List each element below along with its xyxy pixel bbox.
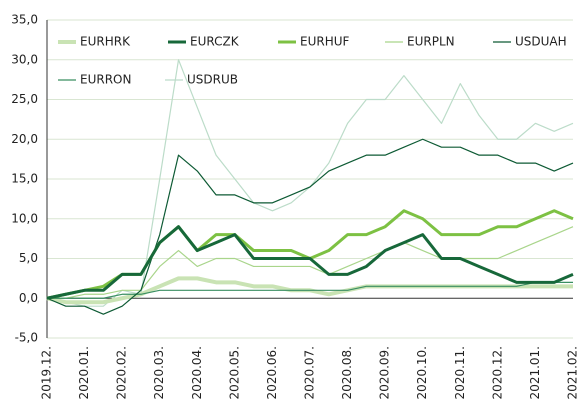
y-tick-label: 0,0 [19,291,38,305]
legend-label: USDRUB [187,73,238,87]
x-tick-label: 2020.02. [115,346,129,399]
x-tick-label: 2020.01. [77,346,91,399]
legend-label: EURHUF [300,35,350,49]
y-tick-label: 15,0 [11,172,38,186]
x-tick-label: 2020.05. [227,346,241,399]
y-tick-label: 25,0 [11,92,38,106]
series-line [47,60,573,306]
legend-label: USDUAH [515,35,567,49]
x-tick-label: 2019.12. [40,346,54,399]
x-tick-label: 2020.03. [152,346,166,399]
y-tick-label: 30,0 [11,52,38,66]
x-tick-label: 2021.01. [528,346,542,399]
legend-label: EURPLN [407,35,455,49]
x-tick-label: 2020.09. [378,346,392,399]
y-tick-label: 10,0 [11,211,38,225]
legend-label: EURCZK [190,35,240,49]
y-tick-label: 35,0 [11,13,38,27]
legend-label: EURHRK [80,35,131,49]
x-tick-label: 2020.10. [415,346,429,399]
x-tick-label: 2020.12. [490,346,504,399]
y-tick-label: -5,0 [15,331,38,345]
x-tick-label: 2020.04. [190,346,204,399]
x-tick-label: 2021.02. [566,346,577,399]
y-tick-label: 20,0 [11,132,38,146]
x-tick-label: 2020.06. [265,346,279,399]
legend-label: EURRON [80,73,131,87]
x-tick-label: 2020.08. [340,346,354,399]
x-tick-label: 2020.07. [303,346,317,399]
x-tick-label: 2020.11. [453,346,467,399]
y-tick-label: 5,0 [19,251,38,265]
